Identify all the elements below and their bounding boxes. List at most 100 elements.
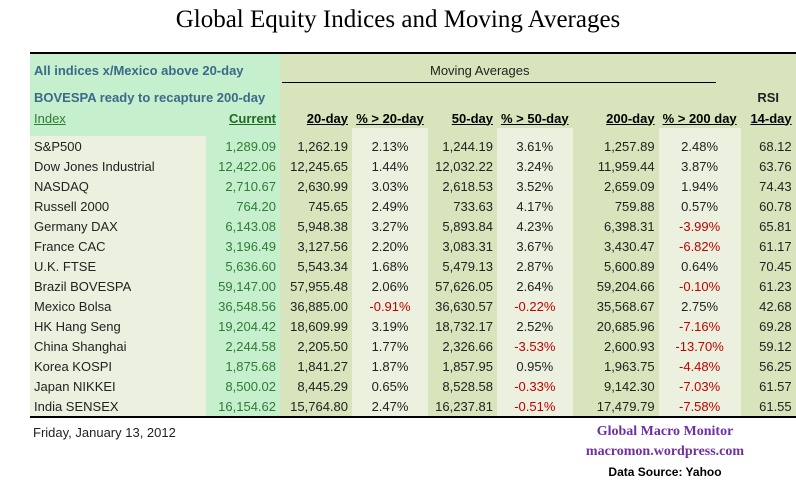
cell-pct-50-day: 3.61%	[497, 136, 573, 156]
cell-200-day: 6,398.31	[572, 216, 659, 236]
cell-pct-200-day: 0.64%	[658, 256, 741, 276]
cell-pct-200-day: -3.99%	[658, 216, 741, 236]
table-row: Russell 2000 764.20 745.65 2.49% 733.63 4.17%…	[30, 196, 796, 216]
cell-current: 36,548.56	[206, 296, 280, 316]
cell-pct-200-day: 1.94%	[658, 176, 741, 196]
cell-20-day: 3,127.56	[280, 236, 352, 256]
cell-200-day: 9,142.30	[572, 376, 659, 396]
cell-index: Dow Jones Industrial	[30, 156, 206, 176]
cell-200-day: 59,204.66	[572, 276, 659, 296]
cell-pct-200-day: -4.48%	[658, 356, 741, 376]
cell-50-day: 36,630.57	[428, 296, 497, 316]
cell-index: HK Hang Seng	[30, 316, 206, 336]
header-pct-20-day: % > 20-day	[352, 108, 428, 128]
cell-pct-200-day: -7.03%	[658, 376, 741, 396]
cell-pct-50-day: 2.64%	[497, 276, 573, 296]
cell-200-day: 5,600.89	[572, 256, 659, 276]
cell-200-day: 759.88	[572, 196, 659, 216]
cell-index: India SENSEX	[30, 396, 206, 417]
cell-current: 1,289.09	[206, 136, 280, 156]
cell-rsi-14-day: 60.78	[740, 196, 796, 216]
cell-index: NASDAQ	[30, 176, 206, 196]
cell-index: Russell 2000	[30, 196, 206, 216]
rsi-header: RSI	[740, 86, 796, 108]
cell-50-day: 5,893.84	[428, 216, 497, 236]
table-row: Korea KOSPI 1,875.68 1,841.27 1.87% 1,857.95…	[30, 356, 796, 376]
cell-current: 2,710.67	[206, 176, 280, 196]
cell-pct-20-day: 2.06%	[352, 276, 428, 296]
cell-current: 5,636.60	[206, 256, 280, 276]
cell-current: 764.20	[206, 196, 280, 216]
cell-index: Mexico Bolsa	[30, 296, 206, 316]
cell-index: S&P500	[30, 136, 206, 156]
cell-pct-20-day: 2.49%	[352, 196, 428, 216]
cell-pct-200-day: 0.57%	[658, 196, 741, 216]
cell-index: Japan NIKKEI	[30, 376, 206, 396]
cell-current: 19,204.42	[206, 316, 280, 336]
cell-pct-50-day: 3.24%	[497, 156, 573, 176]
cell-200-day: 17,479.79	[572, 396, 659, 417]
cell-20-day: 2,205.50	[280, 336, 352, 356]
cell-rsi-14-day: 70.45	[740, 256, 796, 276]
table-row: Japan NIKKEI 8,500.02 8,445.29 0.65% 8,528.5…	[30, 376, 796, 396]
cell-pct-20-day: 1.77%	[352, 336, 428, 356]
cell-rsi-14-day: 61.57	[740, 376, 796, 396]
cell-pct-20-day: 3.03%	[352, 176, 428, 196]
moving-averages-rule	[282, 82, 716, 83]
cell-pct-200-day: -0.10%	[658, 276, 741, 296]
cell-pct-20-day: 0.65%	[352, 376, 428, 396]
table-row: HK Hang Seng 19,204.42 18,609.99 3.19% 18,73…	[30, 316, 796, 336]
date-label: Friday, January 13, 2012	[33, 425, 176, 440]
cell-index: France CAC	[30, 236, 206, 256]
cell-pct-20-day: 2.20%	[352, 236, 428, 256]
table-row: Mexico Bolsa 36,548.56 36,885.00 -0.91% 36,6…	[30, 296, 796, 316]
indices-table: All indices x/Mexico above 20-day Moving…	[30, 52, 796, 418]
header-20-day: 20-day	[280, 108, 352, 128]
cell-pct-200-day: 2.75%	[658, 296, 741, 316]
cell-current: 12,422.06	[206, 156, 280, 176]
table-row: China Shanghai 2,244.58 2,205.50 1.77% 2,326…	[30, 336, 796, 356]
note-1: All indices x/Mexico above 20-day	[30, 53, 280, 86]
cell-pct-200-day: -13.70%	[658, 336, 741, 356]
cell-pct-200-day: 3.87%	[658, 156, 741, 176]
header-current: Current	[206, 108, 280, 128]
cell-pct-50-day: -0.33%	[497, 376, 573, 396]
header-pct-50-day: % > 50-day	[497, 108, 573, 128]
cell-current: 1,875.68	[206, 356, 280, 376]
cell-current: 2,244.58	[206, 336, 280, 356]
cell-20-day: 2,630.99	[280, 176, 352, 196]
header-pct-200-day: % > 200 day	[658, 108, 741, 128]
table-row: France CAC 3,196.49 3,127.56 2.20% 3,083.31 3…	[30, 236, 796, 256]
page-title: Global Equity Indices and Moving Average…	[175, 6, 621, 33]
cell-50-day: 8,528.58	[428, 376, 497, 396]
cell-pct-20-day: 1.68%	[352, 256, 428, 276]
cell-50-day: 733.63	[428, 196, 497, 216]
cell-index: U.K. FTSE	[30, 256, 206, 276]
cell-rsi-14-day: 42.68	[740, 296, 796, 316]
table-row: Germany DAX 6,143.08 5,948.38 3.27% 5,893.84…	[30, 216, 796, 236]
header-rsi-14-day: 14-day	[740, 108, 796, 128]
cell-50-day: 2,326.66	[428, 336, 497, 356]
cell-pct-50-day: -0.51%	[497, 396, 573, 417]
cell-pct-50-day: 4.17%	[497, 196, 573, 216]
header-index: Index	[30, 108, 206, 128]
cell-200-day: 2,659.09	[572, 176, 659, 196]
cell-20-day: 5,543.34	[280, 256, 352, 276]
cell-200-day: 2,600.93	[572, 336, 659, 356]
brand-site-link[interactable]: macromon.wordpress.com	[585, 444, 745, 459]
cell-50-day: 16,237.81	[428, 396, 497, 417]
cell-50-day: 57,626.05	[428, 276, 497, 296]
cell-50-day: 1,244.19	[428, 136, 497, 156]
cell-pct-20-day: 2.13%	[352, 136, 428, 156]
cell-pct-20-day: 1.87%	[352, 356, 428, 376]
cell-200-day: 1,257.89	[572, 136, 659, 156]
cell-rsi-14-day: 59.12	[740, 336, 796, 356]
cell-current: 59,147.00	[206, 276, 280, 296]
cell-50-day: 3,083.31	[428, 236, 497, 256]
cell-current: 6,143.08	[206, 216, 280, 236]
cell-current: 8,500.02	[206, 376, 280, 396]
cell-pct-50-day: 2.87%	[497, 256, 573, 276]
cell-pct-200-day: -7.16%	[658, 316, 741, 336]
cell-index: China Shanghai	[30, 336, 206, 356]
table-row: India SENSEX 16,154.62 15,764.80 2.47% 16,23…	[30, 396, 796, 417]
